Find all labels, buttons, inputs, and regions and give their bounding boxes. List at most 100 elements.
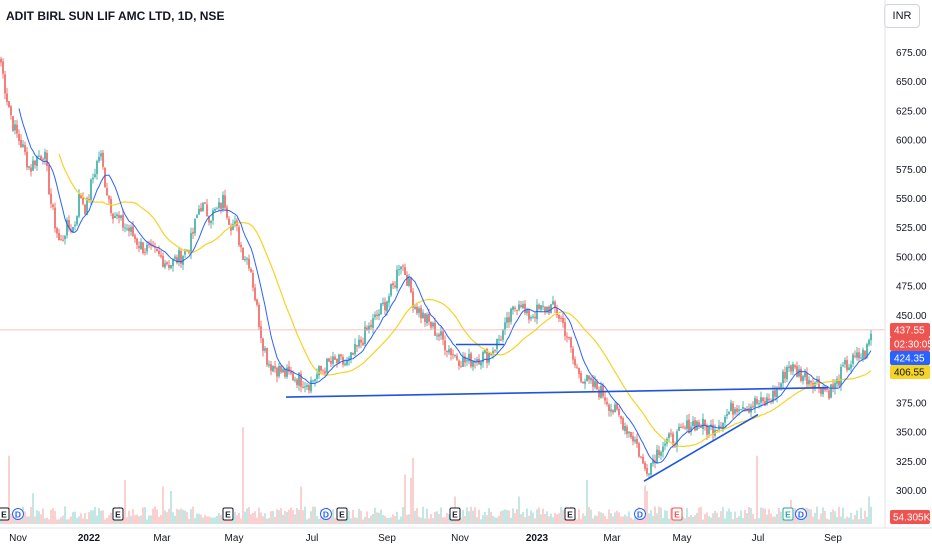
volume-bar bbox=[634, 516, 636, 524]
volume-bar bbox=[662, 518, 664, 524]
price-tag bbox=[890, 365, 930, 379]
volume-bar bbox=[330, 516, 332, 524]
volume-bar bbox=[636, 516, 638, 524]
price-tag bbox=[890, 323, 930, 337]
volume-bar bbox=[448, 514, 450, 524]
candle-body bbox=[488, 353, 490, 363]
candle-body bbox=[366, 327, 368, 331]
candle-body bbox=[556, 308, 558, 316]
volume-bar bbox=[24, 511, 26, 524]
candle-body bbox=[810, 380, 812, 383]
volume-bar bbox=[686, 508, 688, 524]
candle-body bbox=[422, 312, 424, 319]
volume-bar bbox=[356, 517, 358, 524]
volume-bar bbox=[348, 510, 350, 524]
candle-body bbox=[252, 272, 254, 288]
time-tick-label: Sep bbox=[378, 533, 396, 544]
volume-bar bbox=[208, 516, 210, 524]
volume-bar bbox=[556, 514, 558, 524]
candle-body bbox=[634, 439, 636, 442]
price-tags: 437.55 02:30:05 424.35 406.55 54.305K bbox=[890, 323, 932, 524]
candle-body bbox=[838, 379, 840, 386]
volume-bar bbox=[706, 512, 708, 524]
volume-bar bbox=[362, 519, 364, 524]
volume-bar bbox=[694, 515, 696, 524]
volume-bar bbox=[612, 516, 614, 524]
volume-bar bbox=[732, 519, 734, 524]
volume-bar bbox=[474, 507, 476, 524]
earnings-marker bbox=[222, 507, 234, 521]
volume-bar bbox=[240, 518, 242, 524]
volume-bar bbox=[718, 517, 720, 524]
price-tag bbox=[890, 337, 930, 351]
volume-bar bbox=[232, 518, 234, 524]
volume-bar bbox=[48, 519, 50, 524]
volume-bar bbox=[702, 519, 704, 524]
candle-body bbox=[416, 306, 418, 314]
price-tag-label: 02:30:05 bbox=[894, 340, 932, 351]
candle-body bbox=[732, 403, 734, 415]
candle-body bbox=[358, 339, 360, 347]
volume-bar bbox=[56, 519, 58, 524]
candle-body bbox=[682, 426, 684, 428]
candle-body bbox=[42, 158, 44, 160]
candle-body bbox=[680, 426, 682, 428]
volume-bar bbox=[460, 518, 462, 524]
candle-body bbox=[632, 436, 634, 442]
candle-body bbox=[340, 354, 342, 357]
candle-body bbox=[394, 285, 396, 288]
volume-bar bbox=[132, 509, 134, 524]
candle-body bbox=[768, 398, 770, 401]
volume-bar bbox=[714, 510, 716, 524]
volume-bar bbox=[304, 506, 306, 524]
candle-body bbox=[444, 340, 446, 351]
volume-bar bbox=[222, 518, 224, 524]
volume-bar bbox=[870, 506, 872, 524]
volume-bar bbox=[384, 515, 386, 524]
volume-bar bbox=[604, 515, 606, 524]
candle-body bbox=[660, 452, 662, 456]
candle-body bbox=[202, 203, 204, 211]
volume-bar bbox=[64, 506, 66, 524]
volume-bar bbox=[134, 515, 136, 524]
volume-bar bbox=[860, 507, 862, 524]
volume-bar bbox=[592, 518, 594, 524]
candle-body bbox=[736, 408, 738, 412]
candle-body bbox=[564, 322, 566, 337]
volume-bar bbox=[486, 515, 488, 524]
volume-bar bbox=[110, 512, 112, 524]
candle-body bbox=[516, 309, 518, 311]
volume-bar bbox=[690, 514, 692, 524]
candle-body bbox=[652, 459, 654, 464]
volume-bar bbox=[76, 518, 78, 524]
candle-body bbox=[184, 249, 186, 255]
volume-bar bbox=[806, 507, 808, 524]
candle-body bbox=[266, 348, 268, 365]
volume-bar bbox=[328, 518, 330, 524]
volume-bar bbox=[572, 517, 574, 524]
volume-bar bbox=[106, 517, 108, 524]
volume-bar bbox=[130, 515, 132, 524]
currency-button[interactable]: INR bbox=[884, 4, 920, 28]
volume-bar bbox=[12, 514, 14, 524]
candle-body bbox=[458, 360, 460, 367]
candle-body bbox=[534, 316, 536, 319]
candle-body bbox=[730, 402, 732, 412]
volume-bar bbox=[656, 513, 658, 524]
candle-body bbox=[356, 345, 358, 347]
candle-body bbox=[466, 360, 468, 362]
candle-body bbox=[34, 160, 36, 166]
volume-bar bbox=[128, 510, 130, 524]
volume-bar bbox=[444, 517, 446, 524]
volume-bar bbox=[488, 508, 490, 524]
volume-bar bbox=[96, 515, 98, 524]
volume-bar bbox=[624, 514, 626, 524]
earnings-marker bbox=[112, 507, 124, 521]
candle-body bbox=[386, 301, 388, 312]
volume-bar bbox=[60, 517, 62, 524]
candle-body bbox=[750, 406, 752, 413]
volume-bar bbox=[68, 519, 70, 524]
volume-bar bbox=[278, 510, 280, 524]
candle-body bbox=[684, 427, 686, 429]
